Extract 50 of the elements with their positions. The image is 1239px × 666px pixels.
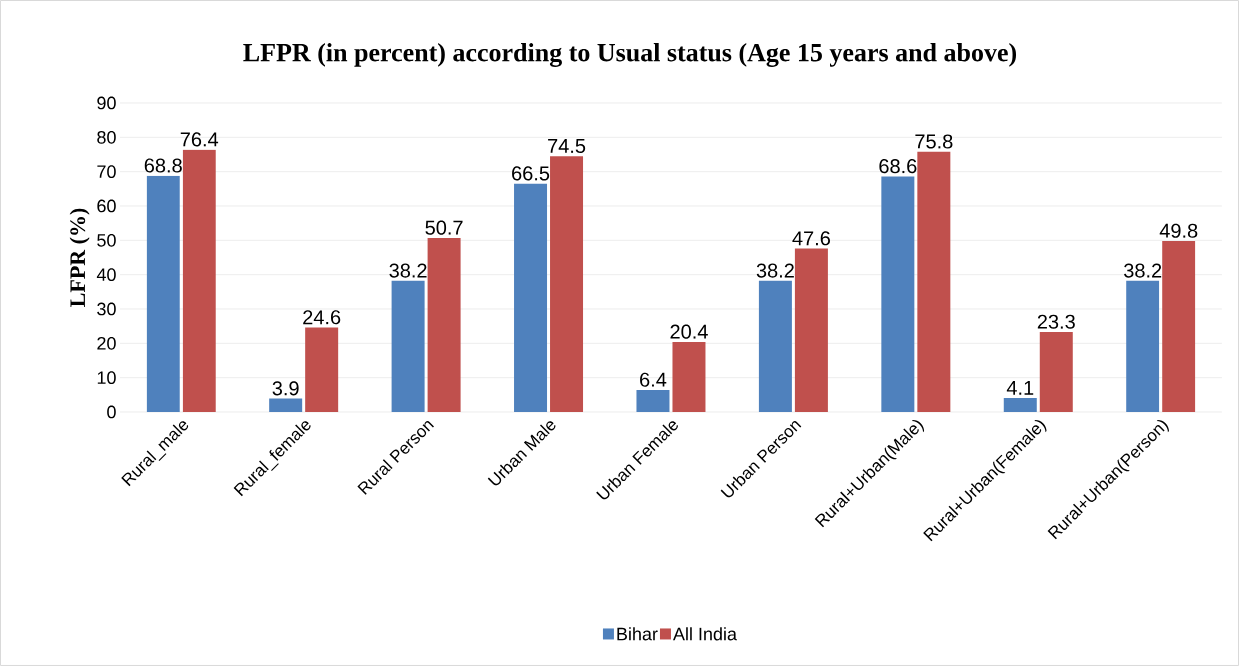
data-label: 3.9 xyxy=(272,381,299,396)
y-tick-label: 80 xyxy=(97,130,116,144)
y-tick-label: 0 xyxy=(107,405,116,419)
bar xyxy=(550,156,584,412)
bar xyxy=(636,390,670,412)
y-tick-label: 70 xyxy=(97,165,116,179)
y-tick-label: 10 xyxy=(97,371,116,385)
bar xyxy=(1162,241,1196,412)
bar xyxy=(672,341,706,412)
data-label: 47.6 xyxy=(792,231,830,246)
bar xyxy=(427,237,461,412)
bar xyxy=(1126,280,1160,412)
data-label: 66.5 xyxy=(512,166,550,181)
bar xyxy=(269,398,303,412)
bar xyxy=(1003,397,1037,412)
data-label: 50.7 xyxy=(425,220,463,235)
data-label: 38.2 xyxy=(756,263,794,278)
data-label: 6.4 xyxy=(640,372,667,387)
data-label: 20.4 xyxy=(670,324,708,339)
data-label: 24.6 xyxy=(303,310,341,325)
data-label: 75.8 xyxy=(915,134,953,149)
y-tick-label: 50 xyxy=(97,233,116,247)
data-label: 74.5 xyxy=(548,139,586,154)
bar xyxy=(305,327,339,412)
bar xyxy=(391,280,425,412)
bar xyxy=(182,149,216,412)
y-tick-label: 20 xyxy=(97,336,116,350)
legend-label: Bihar xyxy=(617,627,658,641)
y-tick-label: 40 xyxy=(96,268,116,282)
y-tick-label: 90 xyxy=(97,96,116,110)
y-tick-label: 30 xyxy=(97,302,116,316)
data-label: 4.1 xyxy=(1006,380,1034,395)
bar xyxy=(1039,332,1073,412)
data-label: 23.3 xyxy=(1037,314,1075,329)
chart-title: LFPR (in percent) according to Usual status (Age 15 years and above) xyxy=(243,43,1017,67)
data-label: 68.8 xyxy=(144,158,182,173)
data-label: 38.2 xyxy=(1124,263,1162,278)
bar xyxy=(514,183,548,412)
bar xyxy=(794,248,828,412)
bar xyxy=(146,175,180,412)
bar xyxy=(881,176,915,412)
data-label: 38.2 xyxy=(389,263,427,278)
y-axis-title: LFPR (%) xyxy=(69,208,90,307)
data-label: 68.6 xyxy=(879,159,917,174)
bar xyxy=(917,151,951,412)
data-label: 76.4 xyxy=(180,132,219,147)
bar xyxy=(758,280,792,412)
legend-label: All India xyxy=(672,627,737,641)
data-label: 49.8 xyxy=(1159,223,1198,238)
y-tick-label: 60 xyxy=(97,199,116,213)
